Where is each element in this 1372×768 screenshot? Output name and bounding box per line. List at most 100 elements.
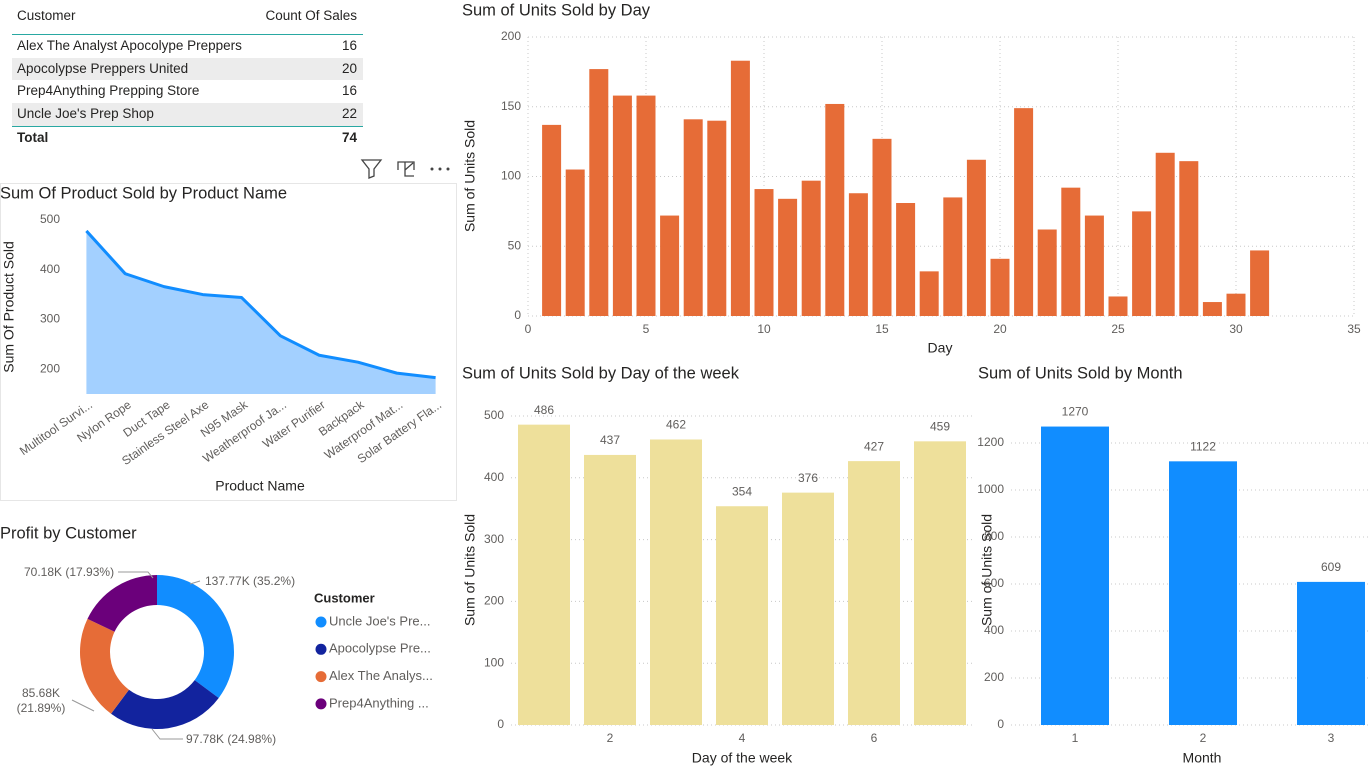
x-tick-label: 25 bbox=[1111, 322, 1125, 336]
x-tick-label: 2 bbox=[1200, 731, 1207, 745]
data-label: 486 bbox=[534, 403, 554, 417]
x-tick-label: 35 bbox=[1347, 322, 1361, 336]
y-tick-label: 150 bbox=[501, 99, 521, 113]
cell: 16 bbox=[341, 38, 357, 53]
data-label: 437 bbox=[600, 433, 620, 447]
more-icon[interactable] bbox=[430, 167, 450, 171]
y-tick-label: 400 bbox=[984, 623, 1004, 637]
data-label: 427 bbox=[864, 439, 884, 453]
table-row: Apocolypse Preppers United 20 bbox=[12, 57, 363, 81]
x-tick-label: 15 bbox=[875, 322, 889, 336]
y-tick-label: 300 bbox=[40, 312, 60, 326]
bar bbox=[683, 119, 703, 317]
chart-title: Sum of Units Sold by Month bbox=[978, 364, 1183, 382]
bar bbox=[896, 203, 916, 316]
x-axis-label: Day of the week bbox=[692, 750, 793, 766]
data-label: 85.68K (21.89%) bbox=[16, 686, 66, 715]
bar bbox=[943, 197, 963, 316]
donut-slice bbox=[80, 618, 129, 714]
bar bbox=[825, 103, 845, 317]
x-tick-label: 4 bbox=[739, 731, 746, 745]
x-axis-label: Product Name bbox=[215, 478, 305, 494]
donut-slice bbox=[87, 575, 157, 632]
y-axis-label: Sum of Units Sold bbox=[979, 514, 995, 626]
data-label: 97.78K (24.98%) bbox=[186, 732, 277, 746]
bar bbox=[1169, 461, 1237, 725]
legend-marker bbox=[315, 698, 327, 710]
y-tick-label: 200 bbox=[501, 29, 521, 43]
bar bbox=[754, 189, 774, 316]
legend-title: Customer bbox=[314, 590, 375, 605]
filter-icon[interactable] bbox=[360, 159, 383, 179]
x-tick-label: 3 bbox=[1328, 731, 1335, 745]
bar bbox=[636, 95, 656, 316]
cell: Apocolypse Preppers United bbox=[17, 60, 189, 76]
y-tick-label: 50 bbox=[508, 238, 522, 252]
bar bbox=[1084, 215, 1104, 316]
cell: 22 bbox=[341, 106, 357, 122]
bar bbox=[1155, 152, 1175, 316]
bar bbox=[801, 180, 821, 316]
bar bbox=[518, 424, 570, 725]
focus-icon[interactable] bbox=[397, 161, 415, 177]
bar bbox=[1108, 296, 1128, 316]
legend-label: Prep4Anything ... bbox=[329, 695, 429, 710]
chart-title: Sum Of Product Sold by Product Name bbox=[0, 184, 287, 202]
data-label: 462 bbox=[666, 418, 686, 432]
bar bbox=[782, 492, 834, 725]
legend-marker bbox=[315, 643, 327, 655]
cell: 16 bbox=[341, 83, 357, 99]
data-label: 376 bbox=[798, 471, 818, 485]
bar bbox=[730, 60, 750, 317]
legend-marker bbox=[315, 671, 327, 683]
data-label: 1122 bbox=[1190, 440, 1216, 454]
donut-slice bbox=[157, 575, 234, 699]
bar bbox=[716, 506, 768, 725]
x-tick-label: 6 bbox=[871, 731, 878, 745]
bar bbox=[1250, 250, 1270, 316]
bar bbox=[612, 95, 632, 316]
y-tick-label: 200 bbox=[40, 361, 60, 375]
leader-line bbox=[118, 571, 154, 579]
visual-border bbox=[0, 183, 457, 501]
y-tick-label: 1200 bbox=[977, 435, 1004, 449]
data-label: 70.18K (17.93%) bbox=[24, 565, 115, 579]
bar bbox=[966, 159, 986, 316]
y-tick-label: 0 bbox=[497, 717, 504, 731]
x-axis-label: Month bbox=[1183, 750, 1222, 766]
data-label: 1270 bbox=[1062, 405, 1089, 419]
y-axis-label: Sum of Units Sold bbox=[462, 120, 478, 232]
x-tick-label: 0 bbox=[525, 322, 532, 336]
table-row: Prep4Anything Prepping Store 16 bbox=[12, 80, 363, 103]
cell: Alex The Analyst Apocolype Preppers bbox=[17, 38, 242, 53]
y-tick-label: 1000 bbox=[977, 482, 1004, 496]
y-axis-label: Sum Of Product Sold bbox=[1, 241, 17, 373]
bar bbox=[589, 69, 609, 317]
leader-line bbox=[189, 580, 201, 585]
y-tick-label: 100 bbox=[501, 169, 521, 183]
legend-label: Alex The Analys... bbox=[329, 668, 433, 683]
bar bbox=[1041, 426, 1109, 725]
bar bbox=[1061, 187, 1081, 316]
bar bbox=[848, 461, 900, 725]
bar bbox=[650, 439, 702, 725]
table-row: Uncle Joe's Prep Shop 22 bbox=[12, 103, 363, 126]
bar bbox=[990, 258, 1010, 316]
y-tick-label: 200 bbox=[984, 670, 1004, 684]
line bbox=[85, 229, 436, 380]
y-tick-label: 400 bbox=[40, 262, 60, 276]
y-tick-label: 600 bbox=[984, 576, 1004, 590]
y-tick-label: 500 bbox=[40, 212, 60, 226]
chart-title: Sum of Units Sold by Day bbox=[462, 1, 651, 19]
chart-title: Profit by Customer bbox=[0, 524, 137, 542]
donut-slice bbox=[111, 680, 219, 729]
cell: Total bbox=[17, 129, 49, 145]
cell: 74 bbox=[341, 129, 357, 145]
y-tick-label: 0 bbox=[997, 717, 1004, 731]
area bbox=[86, 230, 436, 394]
bar bbox=[565, 169, 585, 316]
total-row: Total 74 bbox=[12, 125, 363, 150]
bar bbox=[1297, 581, 1365, 725]
bar bbox=[1179, 161, 1199, 316]
legend-label: Apocolypse Pre... bbox=[329, 641, 431, 656]
